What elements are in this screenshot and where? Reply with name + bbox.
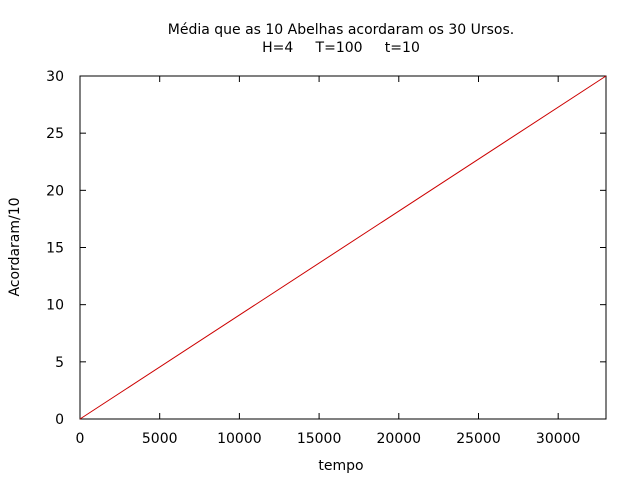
y-tick-label: 30 xyxy=(46,69,64,85)
x-tick-label: 15000 xyxy=(297,431,342,447)
chart-subtitle: H=4 T=100 t=10 xyxy=(262,40,420,56)
series-layer xyxy=(79,75,607,420)
y-tick-label: 5 xyxy=(55,355,64,371)
y-tick-label: 25 xyxy=(46,126,64,142)
x-tick-label: 30000 xyxy=(536,431,581,447)
series-line xyxy=(79,75,607,420)
x-tick-label: 25000 xyxy=(456,431,501,447)
x-tick-label: 0 xyxy=(76,431,85,447)
x-axis: 0 5000 10000 15000 20000 25000 30000 xyxy=(76,76,581,447)
x-tick-label: 10000 xyxy=(217,431,262,447)
x-axis-label: tempo xyxy=(318,458,363,474)
y-axis-label: Acordaram/10 xyxy=(7,197,23,296)
y-tick-label: 20 xyxy=(46,183,64,199)
y-tick-label: 15 xyxy=(46,241,64,257)
x-tick-label: 20000 xyxy=(377,431,422,447)
y-tick-label: 10 xyxy=(46,298,64,314)
y-tick-label: 0 xyxy=(55,412,64,428)
chart-title: Média que as 10 Abelhas acordaram os 30 … xyxy=(168,22,515,38)
y-axis: 0 5 10 15 20 25 30 xyxy=(46,69,606,428)
x-tick-label: 5000 xyxy=(142,431,178,447)
